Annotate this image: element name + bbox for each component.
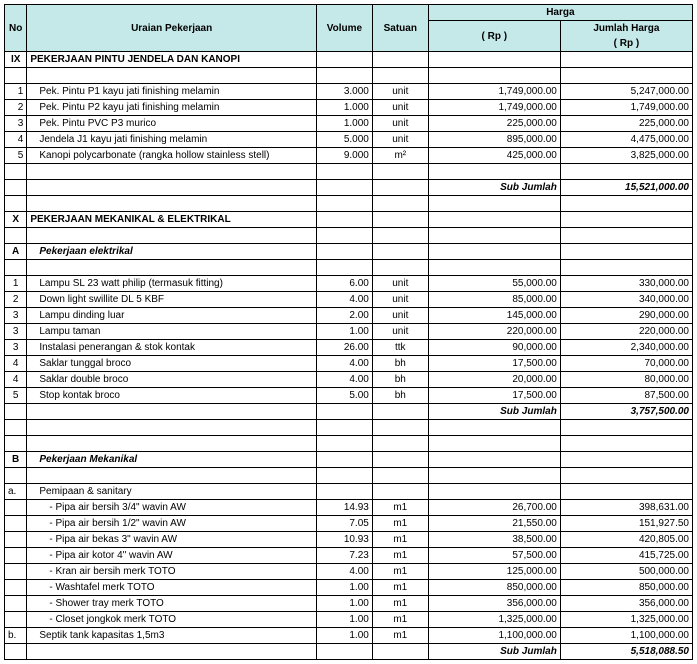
section-a: A Pekerjaan elektrikal	[5, 244, 693, 260]
blank-row	[5, 164, 693, 180]
row-ix1: 1 Pek. Pintu P1 kayu jati finishing mela…	[5, 84, 693, 100]
sub-label: Sub Jumlah	[428, 644, 560, 660]
hdr-rp: ( Rp )	[428, 21, 560, 52]
hdr-jumlah: Jumlah Harga	[560, 21, 692, 37]
row-ix2: 2 Pek. Pintu P2 kayu jati finishing mela…	[5, 100, 693, 116]
row-a7: 4Saklar double broco4.00bh20,000.0080,00…	[5, 372, 693, 388]
header-row-1: No Uraian Pekerjaan Volume Satuan Harga	[5, 5, 693, 21]
no: IX	[5, 52, 27, 68]
row-a1: 1Lampu SL 23 watt philip (termasuk fitti…	[5, 276, 693, 292]
blank-row	[5, 196, 693, 212]
row-a5: 3Instalasi penerangan & stok kontak26.00…	[5, 340, 693, 356]
section-b: B Pekerjaan Mekanikal	[5, 452, 693, 468]
subtotal-b: Sub Jumlah 5,518,088.50	[5, 644, 693, 660]
row-ba: a.Pemipaan & sanitary	[5, 484, 693, 500]
row-b4: - Pipa air kotor 4" wavin AW7.23m157,500…	[5, 548, 693, 564]
row-b5: - Kran air bersih merk TOTO4.00m1125,000…	[5, 564, 693, 580]
blank-row	[5, 260, 693, 276]
sub-value: 15,521,000.00	[560, 180, 692, 196]
sub-value: 5,518,088.50	[560, 644, 692, 660]
row-ix4: 4 Jendela J1 kayu jati finishing melamin…	[5, 132, 693, 148]
row-b6: - Washtafel merk TOTO1.00m1850,000.00850…	[5, 580, 693, 596]
row-b1: - Pipa air bersih 3/4" wavin AW14.93m126…	[5, 500, 693, 516]
row-a4: 3Lampu taman1.00unit220,000.00220,000.00	[5, 324, 693, 340]
hdr-no: No	[5, 5, 27, 52]
row-b7: - Shower tray merk TOTO1.00m1356,000.003…	[5, 596, 693, 612]
row-ix3: 3 Pek. Pintu PVC P3 murico 1.000 unit 22…	[5, 116, 693, 132]
row-a2: 2Down light swillite DL 5 KBF4.00unit85,…	[5, 292, 693, 308]
section-x: X PEKERJAAN MEKANIKAL & ELEKTRIKAL	[5, 212, 693, 228]
row-a8: 5Stop kontak broco5.00bh17,500.0087,500.…	[5, 388, 693, 404]
subtotal-ix: Sub Jumlah 15,521,000.00	[5, 180, 693, 196]
hdr-jumlah-rp: ( Rp )	[560, 36, 692, 52]
sub-value: 3,757,500.00	[560, 404, 692, 420]
blank-row	[5, 420, 693, 436]
sub-label: Sub Jumlah	[428, 180, 560, 196]
hdr-desc: Uraian Pekerjaan	[27, 5, 317, 52]
section-ix: IX PEKERJAAN PINTU JENDELA DAN KANOPI	[5, 52, 693, 68]
blank-row	[5, 468, 693, 484]
row-ix5: 5 Kanopi polycarbonate (rangka hollow st…	[5, 148, 693, 164]
hdr-harga: Harga	[428, 5, 692, 21]
blank-row	[5, 68, 693, 84]
row-b8: - Closet jongkok merk TOTO1.00m11,325,00…	[5, 612, 693, 628]
hdr-vol: Volume	[316, 5, 372, 52]
subtotal-a: Sub Jumlah 3,757,500.00	[5, 404, 693, 420]
hdr-unit: Satuan	[372, 5, 428, 52]
blank-row	[5, 436, 693, 452]
row-a3: 3Lampu dinding luar2.00unit145,000.00290…	[5, 308, 693, 324]
row-a6: 4Saklar tunggal broco4.00bh17,500.0070,0…	[5, 356, 693, 372]
title: PEKERJAAN PINTU JENDELA DAN KANOPI	[27, 52, 317, 68]
row-b3: - Pipa air bekas 3" wavin AW10.93m138,50…	[5, 532, 693, 548]
blank-row	[5, 228, 693, 244]
boq-table: No Uraian Pekerjaan Volume Satuan Harga …	[4, 4, 693, 660]
row-bb: b.Septik tank kapasitas 1,5m31.00m11,100…	[5, 628, 693, 644]
sub-label: Sub Jumlah	[428, 404, 560, 420]
row-b2: - Pipa air bersih 1/2" wavin AW7.05m121,…	[5, 516, 693, 532]
